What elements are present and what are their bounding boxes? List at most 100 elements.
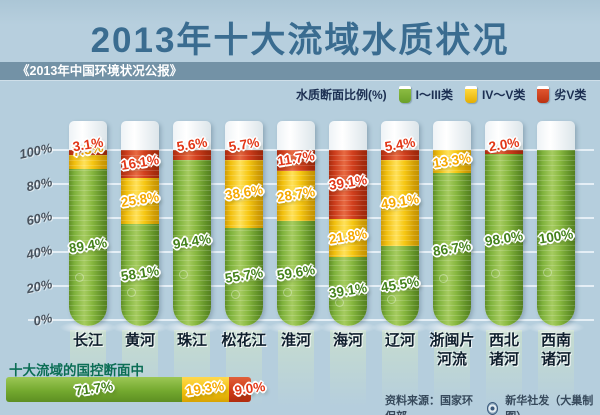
tube-fill	[381, 150, 419, 326]
tube-reflection	[486, 330, 522, 415]
axis-tick-label: 100%	[17, 140, 54, 162]
test-tube	[173, 121, 211, 326]
segment-green	[381, 245, 419, 326]
segment-yellow	[381, 159, 419, 246]
tube-column: 55.7% 38.6% 5.7% 松花江	[216, 116, 272, 415]
legend-item-label: 劣V类	[554, 87, 587, 102]
category-label: 松花江	[221, 332, 267, 349]
xinhua-logo-icon	[486, 401, 499, 415]
tube-column: 94.4% 5.6% 珠江	[164, 116, 220, 415]
tube-column: 98.0% 2.0% 西北 诸河	[476, 116, 532, 415]
segment-red	[485, 150, 523, 154]
test-tube	[69, 121, 107, 326]
tube-column: 86.7% 13.3% 浙闽片 河流	[424, 116, 480, 415]
tube-fill	[537, 150, 575, 326]
segment-green	[277, 221, 315, 326]
segment-yellow	[277, 170, 315, 222]
segment-yellow	[225, 160, 263, 228]
test-tube	[225, 121, 263, 326]
legend: 水质断面比例(%) I～III类 IV～V类 劣V类	[296, 84, 586, 104]
tube-reflection	[538, 330, 574, 415]
page-title: 2013年十大流域水质状况	[90, 21, 510, 60]
tube-fill	[277, 150, 315, 326]
axis-tick-label: 40%	[24, 242, 54, 263]
tube-column: 39.1% 21.8% 39.1% 海河	[320, 116, 376, 415]
header: 2013年十大流域水质状况	[0, 0, 600, 62]
summary-segment: 19.3%	[181, 377, 229, 402]
segment-yellow	[433, 150, 471, 174]
segment-green	[173, 159, 211, 326]
legend-item-label: IV～V类	[482, 87, 526, 102]
segment-red	[69, 150, 107, 156]
legend-item-class1-3: I～III类	[398, 85, 454, 103]
legend-item-class4-5: IV～V类	[465, 85, 526, 103]
source-text: 资料来源：国家环保部	[385, 395, 473, 415]
category-label: 珠江	[176, 332, 207, 349]
segment-red	[173, 150, 211, 160]
tube-column: 89.4% 7.5% 3.1% 长江	[60, 116, 116, 415]
tube-column: 100% 西南 诸河	[528, 116, 584, 415]
green-tube-swatch-icon	[398, 85, 411, 103]
segment-green	[121, 223, 159, 326]
tube-reflection	[278, 330, 314, 415]
tube-fill	[329, 150, 367, 326]
category-label: 西南 诸河	[540, 332, 571, 368]
axis-tick-label: 0%	[32, 310, 54, 329]
category-label: 海河	[332, 332, 363, 349]
category-label: 淮河	[280, 332, 311, 349]
tube-fill	[225, 150, 263, 326]
legend-title: 水质断面比例(%)	[296, 87, 387, 102]
segment-green	[225, 227, 263, 326]
summary-value-label: 19.3%	[185, 378, 226, 399]
test-tube	[381, 121, 419, 326]
tube-column: 59.6% 28.7% 11.7% 淮河	[268, 116, 324, 415]
segment-red	[277, 150, 315, 171]
yellow-tube-swatch-icon	[465, 85, 478, 103]
test-tube	[121, 121, 159, 326]
legend-item-label: I～III类	[415, 87, 454, 102]
category-label: 浙闽片 河流	[429, 332, 475, 368]
category-label: 长江	[72, 332, 103, 349]
summary-value-label: 71.7%	[73, 378, 114, 399]
tube-fill	[485, 150, 523, 326]
segment-green	[329, 257, 367, 326]
credit-text: 新华社发（大巢制图）	[505, 395, 594, 415]
tube-column: 58.1% 25.8% 16.1% 黄河	[112, 116, 168, 415]
test-tube	[433, 121, 471, 326]
category-label: 西北 诸河	[488, 332, 519, 368]
summary-segment: 71.7%	[6, 377, 182, 402]
segment-red	[381, 150, 419, 160]
red-tube-swatch-icon	[537, 85, 550, 103]
test-tube	[537, 121, 575, 326]
segment-red	[225, 150, 263, 161]
subtitle-band: 《2013年中国环境状况公报》	[0, 62, 600, 80]
subtitle: 《2013年中国环境状况公报》	[17, 64, 183, 78]
tube-column: 45.5% 49.1% 5.4% 辽河	[372, 116, 428, 415]
test-tube	[485, 121, 523, 326]
axis-tick-label: 60%	[24, 208, 54, 229]
segment-green	[69, 168, 107, 326]
tube-fill	[69, 150, 107, 326]
tube-fill	[433, 150, 471, 326]
tube-reflection	[434, 330, 470, 415]
summary-title: 十大流域的国控断面中	[9, 363, 144, 378]
segment-yellow	[329, 218, 367, 258]
summary-bar: 71.7% 19.3% 9.0%	[6, 377, 266, 402]
segment-green	[485, 153, 523, 326]
summary-segment: 9.0%	[228, 377, 266, 402]
segment-yellow	[121, 178, 159, 224]
segment-red	[121, 150, 159, 179]
tube-fill	[121, 150, 159, 326]
tube-reflection	[382, 330, 418, 415]
tube-reflection	[330, 330, 366, 415]
axis-tick-label: 20%	[24, 276, 54, 297]
tube-fill	[173, 150, 211, 326]
test-tube	[329, 121, 367, 326]
category-label: 黄河	[124, 332, 155, 349]
footer: 资料来源：国家环保部 新华社发（大巢制图）	[385, 392, 600, 415]
segment-yellow	[69, 155, 107, 169]
segment-red	[329, 150, 367, 219]
segment-green	[537, 150, 575, 326]
axis-tick-label: 80%	[24, 174, 54, 195]
